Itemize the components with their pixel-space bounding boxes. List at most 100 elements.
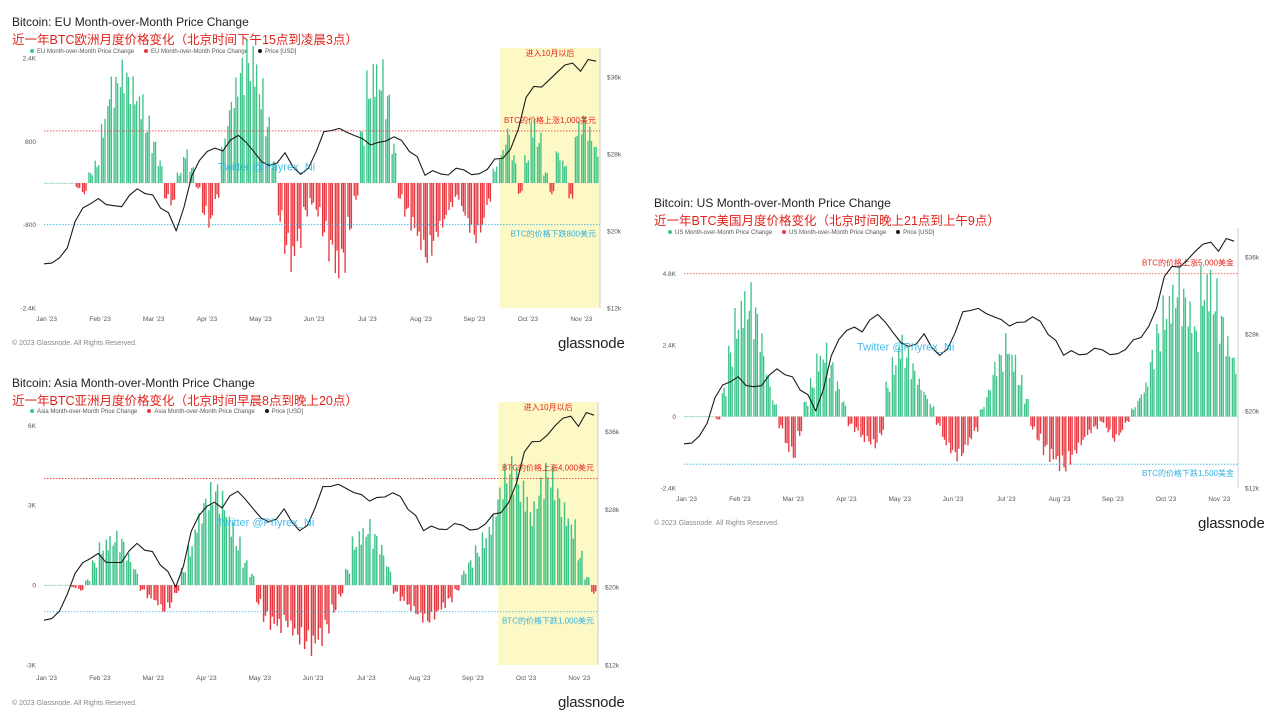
bar-positive xyxy=(841,402,843,417)
bar-positive xyxy=(367,534,369,586)
bar-negative xyxy=(341,585,344,594)
bar-negative xyxy=(477,183,479,226)
bar-positive xyxy=(254,86,256,183)
bar-positive xyxy=(227,125,229,183)
bar-negative xyxy=(423,183,425,240)
legend-item-price[interactable]: Price [USD] xyxy=(264,409,303,415)
bar-negative xyxy=(323,183,326,233)
bar-negative xyxy=(479,183,482,233)
bar-positive xyxy=(129,562,132,586)
bar-negative xyxy=(426,183,428,264)
legend-item-red[interactable]: EU Month-over-Month Price Change xyxy=(144,49,248,55)
eu-chart-svg[interactable]: 进入10月以后 BTC的价格上涨1,000美元 BTC的价格下跌800美元 Twitt… xyxy=(0,0,640,360)
bar-positive xyxy=(1208,311,1210,417)
bar-negative xyxy=(973,416,975,431)
chart-legend[interactable]: US Month-over-Month Price Change US Mont… xyxy=(668,230,934,236)
bar-positive xyxy=(393,143,395,183)
bar-negative xyxy=(259,585,262,599)
x-tick-label: Sep '23 xyxy=(463,316,485,323)
x-tick-label: Oct '23 xyxy=(516,675,537,682)
bar-negative xyxy=(201,183,204,213)
bar-negative xyxy=(440,585,443,610)
bar-negative xyxy=(428,585,431,623)
bar-positive xyxy=(359,131,362,183)
bar-positive xyxy=(478,556,481,586)
up-threshold-label: BTC的价格上涨4,000美元 xyxy=(502,463,594,473)
bar-negative xyxy=(311,183,313,205)
bar-negative xyxy=(872,416,875,440)
bar-positive xyxy=(1209,269,1212,417)
bar-negative xyxy=(451,585,453,603)
bar-positive xyxy=(380,90,382,183)
legend-item-price[interactable]: Price [USD] xyxy=(896,230,934,236)
bar-positive xyxy=(544,172,547,183)
bar-positive xyxy=(914,370,916,417)
bar-positive xyxy=(394,152,397,183)
legend-item-price[interactable]: Price [USD] xyxy=(258,49,296,55)
bar-positive xyxy=(773,404,776,417)
bar-positive xyxy=(382,59,384,184)
chart-legend[interactable]: Asia Month-over-Month Price Change Asia … xyxy=(30,409,303,415)
bar-negative xyxy=(306,183,308,217)
bar-positive xyxy=(132,76,134,183)
bar-negative xyxy=(489,183,492,202)
bar-negative xyxy=(85,183,87,191)
x-tick-label: Nov '23 xyxy=(1208,496,1230,503)
bar-negative xyxy=(170,183,172,206)
bar-positive xyxy=(590,140,593,183)
bar-positive xyxy=(1233,357,1235,417)
bar-negative xyxy=(439,183,441,221)
bar-positive xyxy=(44,585,46,586)
legend-item-green[interactable]: Asia Month-over-Month Price Change xyxy=(30,409,137,415)
chart-legend[interactable]: EU Month-over-Month Price Change EU Mont… xyxy=(30,49,296,55)
bar-positive xyxy=(271,167,273,183)
bar-positive xyxy=(346,569,349,586)
bar-negative xyxy=(1093,416,1095,428)
x-tick-label: Apr '23 xyxy=(836,496,857,503)
bar-positive xyxy=(895,365,897,417)
bar-negative xyxy=(879,416,881,433)
bar-negative xyxy=(355,183,357,200)
bar-negative xyxy=(486,183,488,206)
bar-positive xyxy=(1000,355,1002,417)
us-chart-svg[interactable]: BTC的价格上涨5,000美金 BTC的价格下跌1,500美金 Twitter @P… xyxy=(640,180,1280,540)
bar-positive xyxy=(563,166,566,183)
bar-positive xyxy=(742,328,744,417)
legend-item-green[interactable]: EU Month-over-Month Price Change xyxy=(30,49,134,55)
y-right-tick-label: $20k xyxy=(1245,409,1260,416)
bar-positive xyxy=(122,541,125,586)
bar-negative xyxy=(141,585,144,590)
bar-positive xyxy=(498,159,501,183)
bar-negative xyxy=(964,416,966,445)
bar-positive xyxy=(218,513,221,586)
bar-positive xyxy=(524,511,527,586)
chart-title: Bitcoin: US Month-over-Month Price Chang… xyxy=(654,196,891,210)
bar-positive xyxy=(385,119,387,183)
bar-negative xyxy=(303,585,306,650)
bar-negative xyxy=(942,416,944,438)
bar-positive xyxy=(1200,265,1202,417)
bar-negative xyxy=(285,183,288,246)
bar-positive xyxy=(1156,324,1158,417)
bar-negative xyxy=(778,416,780,429)
bar-negative xyxy=(153,585,155,601)
bar-positive xyxy=(532,137,534,183)
bar-positive xyxy=(824,362,826,417)
black-dot-icon xyxy=(258,49,263,54)
bar-positive xyxy=(1225,356,1227,417)
bar-positive xyxy=(471,567,474,586)
bar-negative xyxy=(290,183,292,272)
bar-positive xyxy=(576,135,578,183)
bar-positive xyxy=(176,172,179,183)
bar-negative xyxy=(939,416,941,426)
bar-negative xyxy=(412,183,414,217)
legend-item-red[interactable]: US Month-over-Month Price Change xyxy=(782,230,886,236)
legend-item-green[interactable]: US Month-over-Month Price Change xyxy=(668,230,772,236)
bar-negative xyxy=(570,183,572,195)
bar-negative xyxy=(450,183,452,203)
legend-item-red[interactable]: Asia Month-over-Month Price Change xyxy=(147,409,255,415)
bar-negative xyxy=(146,585,149,599)
asia-chart-svg[interactable]: 进入10月以后 BTC的价格上涨4,000美元 BTC的价格下跌1,000美元 Twi… xyxy=(0,362,640,720)
bar-positive xyxy=(134,104,136,183)
bar-negative xyxy=(593,585,595,594)
